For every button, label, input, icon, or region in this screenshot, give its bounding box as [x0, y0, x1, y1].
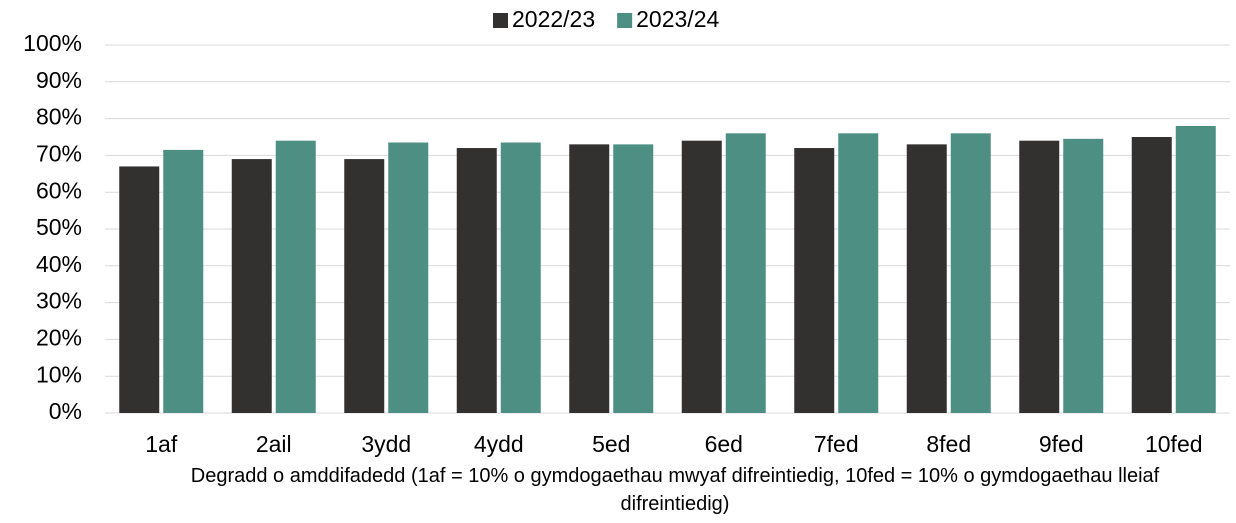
y-tick-label: 100% [23, 30, 82, 56]
y-tick-label: 20% [36, 324, 82, 350]
bar [275, 140, 316, 413]
bar [950, 133, 991, 413]
y-tick-label: 90% [36, 67, 82, 93]
x-tick-label: 9fed [1039, 431, 1084, 457]
y-tick-label: 60% [36, 177, 82, 203]
bar [681, 140, 722, 413]
x-tick-label: 8fed [926, 431, 971, 457]
bar [838, 133, 879, 413]
bar [344, 159, 385, 413]
bar [613, 144, 654, 414]
bar [1063, 138, 1104, 413]
y-tick-label: 10% [36, 361, 82, 387]
y-tick-label: 0% [49, 398, 82, 424]
x-tick-label: 2ail [256, 431, 292, 457]
y-tick-label: 30% [36, 288, 82, 314]
legend-label: 2023/24 [636, 6, 719, 32]
x-tick-label: 6ed [705, 431, 743, 457]
legend-swatch [617, 13, 633, 28]
legend-label: 2022/23 [512, 6, 595, 32]
bar [1131, 137, 1172, 413]
x-axis-title: Degradd o amddifadedd (1af = 10% o gymdo… [190, 465, 1160, 515]
x-tick-label: 4ydd [474, 431, 524, 457]
bar [725, 133, 766, 413]
bar [231, 159, 272, 413]
bar [794, 148, 835, 414]
bar [163, 149, 204, 413]
bar [1019, 140, 1060, 413]
x-tick-label: 1af [145, 431, 178, 457]
y-tick-label: 70% [36, 140, 82, 166]
x-tick-label: 10fed [1145, 431, 1203, 457]
bar [1175, 125, 1216, 414]
bar [500, 142, 541, 413]
bar [456, 148, 497, 414]
x-tick-label: 5ed [592, 431, 630, 457]
y-tick-label: 40% [36, 251, 82, 277]
x-tick-label: 7fed [814, 431, 859, 457]
legend-swatch [493, 13, 508, 28]
bar [388, 142, 429, 413]
bar [119, 166, 160, 413]
bar [569, 144, 610, 414]
bar [906, 144, 947, 414]
y-tick-label: 80% [36, 104, 82, 130]
y-tick-label: 50% [36, 214, 82, 240]
x-tick-label: 3ydd [361, 431, 411, 457]
